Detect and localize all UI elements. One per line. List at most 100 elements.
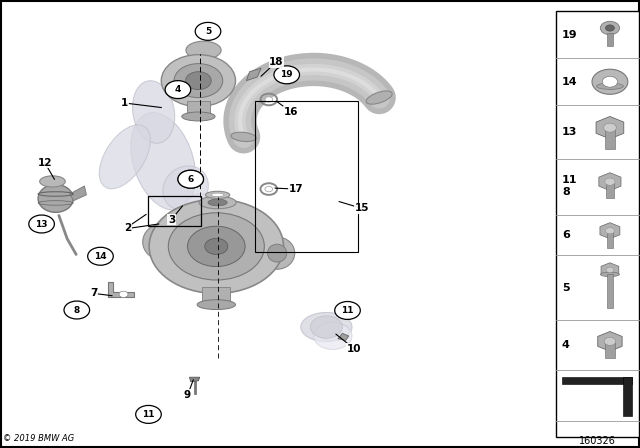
Circle shape	[188, 226, 245, 267]
Ellipse shape	[317, 323, 349, 340]
Text: 6: 6	[188, 175, 194, 184]
Ellipse shape	[260, 237, 295, 269]
Text: 13: 13	[35, 220, 48, 228]
Circle shape	[335, 302, 360, 319]
Text: 12: 12	[38, 158, 52, 168]
Ellipse shape	[197, 300, 236, 310]
Ellipse shape	[131, 112, 196, 210]
Bar	[562, 377, 632, 384]
Ellipse shape	[199, 196, 236, 209]
Polygon shape	[189, 377, 200, 382]
Circle shape	[186, 72, 211, 90]
Text: 160326: 160326	[579, 436, 616, 446]
Ellipse shape	[99, 125, 150, 189]
Bar	[556, 11, 639, 437]
Polygon shape	[599, 172, 621, 191]
Circle shape	[205, 238, 228, 254]
Polygon shape	[596, 116, 624, 139]
Ellipse shape	[268, 244, 287, 262]
Bar	[605, 343, 615, 358]
Bar	[607, 273, 613, 308]
Text: 11: 11	[562, 175, 577, 185]
Circle shape	[605, 25, 614, 31]
Ellipse shape	[205, 191, 230, 198]
Text: 11: 11	[142, 410, 155, 419]
Polygon shape	[70, 186, 86, 201]
Circle shape	[168, 213, 264, 280]
Text: 5: 5	[205, 27, 211, 36]
Circle shape	[178, 170, 204, 188]
Bar	[187, 101, 210, 114]
Text: 14: 14	[562, 77, 577, 87]
Text: 8: 8	[562, 186, 570, 197]
Circle shape	[161, 55, 236, 107]
Ellipse shape	[40, 176, 65, 187]
Text: 7: 7	[90, 289, 98, 298]
Circle shape	[136, 405, 161, 423]
Text: 17: 17	[289, 184, 303, 194]
Text: 14: 14	[94, 252, 107, 261]
Bar	[148, 196, 201, 226]
Text: 10: 10	[347, 344, 361, 353]
Ellipse shape	[211, 193, 224, 197]
Ellipse shape	[301, 313, 352, 342]
Text: 4: 4	[562, 340, 570, 350]
Ellipse shape	[163, 166, 209, 211]
Circle shape	[265, 186, 273, 192]
Circle shape	[274, 66, 300, 84]
Polygon shape	[598, 332, 622, 351]
Text: 8: 8	[74, 306, 80, 314]
Text: 3: 3	[168, 215, 175, 224]
Circle shape	[29, 215, 54, 233]
Polygon shape	[246, 68, 261, 81]
Circle shape	[165, 81, 191, 99]
Text: 1: 1	[121, 98, 129, 108]
Text: 11: 11	[341, 306, 354, 315]
Ellipse shape	[143, 224, 181, 260]
Circle shape	[174, 64, 223, 98]
Bar	[255, 101, 358, 252]
Text: 2: 2	[124, 224, 132, 233]
Ellipse shape	[182, 112, 215, 121]
Circle shape	[265, 97, 273, 102]
Text: © 2019 BMW AG: © 2019 BMW AG	[3, 434, 74, 443]
Circle shape	[605, 178, 615, 185]
Ellipse shape	[231, 132, 256, 142]
Bar	[623, 377, 632, 416]
Ellipse shape	[132, 81, 175, 143]
Circle shape	[314, 323, 352, 349]
Circle shape	[119, 291, 128, 297]
Bar	[202, 287, 230, 305]
Circle shape	[604, 337, 616, 345]
Circle shape	[64, 301, 90, 319]
Circle shape	[606, 267, 614, 272]
Text: 9: 9	[184, 390, 191, 400]
Ellipse shape	[208, 199, 227, 206]
Bar	[606, 183, 614, 198]
Polygon shape	[338, 333, 349, 340]
Text: 19: 19	[562, 30, 577, 40]
Circle shape	[310, 316, 342, 338]
Bar	[605, 130, 615, 149]
Circle shape	[600, 21, 620, 35]
Polygon shape	[108, 282, 134, 297]
Circle shape	[195, 22, 221, 40]
Ellipse shape	[38, 185, 73, 212]
Text: 4: 4	[175, 85, 181, 94]
Text: 15: 15	[355, 203, 369, 213]
Circle shape	[604, 123, 616, 132]
Text: 19: 19	[280, 70, 293, 79]
Text: 16: 16	[284, 107, 298, 117]
Circle shape	[88, 247, 113, 265]
Circle shape	[605, 228, 614, 234]
Ellipse shape	[596, 83, 623, 90]
Text: 6: 6	[562, 230, 570, 240]
Ellipse shape	[186, 41, 221, 59]
Bar	[607, 34, 613, 46]
Polygon shape	[601, 263, 619, 277]
Bar	[607, 232, 613, 248]
Circle shape	[149, 199, 284, 293]
Text: 18: 18	[269, 57, 284, 67]
Text: 5: 5	[562, 283, 570, 293]
Polygon shape	[600, 223, 620, 239]
